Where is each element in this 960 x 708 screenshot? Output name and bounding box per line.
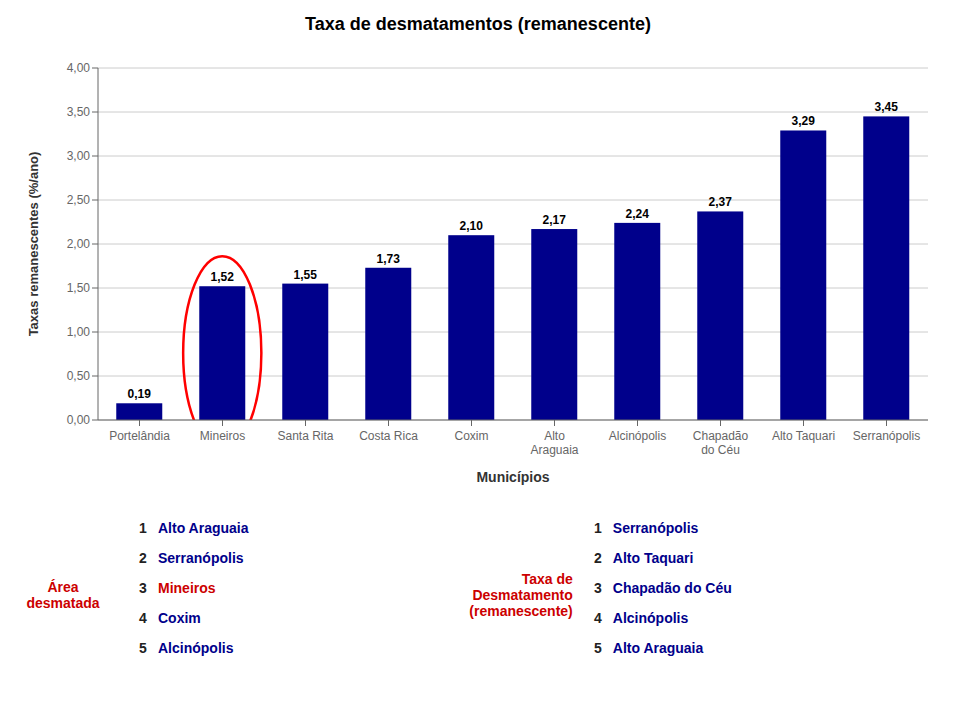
svg-text:1,52: 1,52: [211, 270, 235, 284]
html-text:Serranópolis: Serranópolis: [612, 520, 699, 536]
svg-text:0,19: 0,19: [128, 387, 152, 401]
svg-text:Portelândia: Portelândia: [109, 429, 170, 443]
html-text:1: 1: [139, 520, 147, 536]
html-text:Alto Araguaia: Alto Araguaia: [158, 520, 249, 536]
svg-text:4,00: 4,00: [67, 61, 91, 75]
svg-text:0,50: 0,50: [67, 369, 91, 383]
svg-text:1,00: 1,00: [67, 325, 91, 339]
html-text:(remanescente): (remanescente): [469, 603, 573, 619]
svg-text:1,73: 1,73: [377, 252, 401, 266]
html-text:Alto Araguaia: Alto Araguaia: [612, 640, 704, 656]
svg-text:AltoAraguaia: AltoAraguaia: [530, 429, 578, 457]
svg-text:3,00: 3,00: [67, 149, 91, 163]
svg-text:1,55: 1,55: [294, 268, 318, 282]
html-text:Mineiros: Mineiros: [158, 580, 216, 596]
html-text:5: 5: [139, 640, 147, 656]
html-text:Taxa de: Taxa de: [521, 571, 573, 587]
svg-text:1,50: 1,50: [67, 281, 91, 295]
html-text:Alto Taquari: Alto Taquari: [612, 550, 694, 566]
html-text:Taxa de desmatamentos (remanes: Taxa de desmatamentos (remanescente): [305, 14, 651, 34]
svg-text:2,10: 2,10: [460, 219, 484, 233]
html-text:Alcinópolis: Alcinópolis: [612, 610, 689, 626]
html-text:2: 2: [139, 550, 147, 566]
html-text:Coxim: Coxim: [158, 610, 201, 626]
html-text:4: 4: [139, 610, 147, 626]
html-text:Área: Área: [47, 579, 79, 595]
svg-text:Taxas remanescentes (%/ano): Taxas remanescentes (%/ano): [26, 152, 41, 337]
svg-text:Santa Rita: Santa Rita: [277, 429, 333, 443]
svg-text:Costa Rica: Costa Rica: [359, 429, 418, 443]
svg-text:2,37: 2,37: [709, 195, 733, 209]
html-text:2: 2: [593, 550, 602, 566]
svg-text:2,00: 2,00: [67, 237, 91, 251]
svg-text:Alto Taquari: Alto Taquari: [772, 429, 835, 443]
svg-text:2,50: 2,50: [67, 193, 91, 207]
html-text:3: 3: [139, 580, 147, 596]
html-text:3: 3: [593, 580, 602, 596]
svg-text:Mineiros: Mineiros: [200, 429, 245, 443]
svg-text:Serranópolis: Serranópolis: [853, 429, 920, 443]
svg-text:3,29: 3,29: [792, 114, 816, 128]
html-text:Desmatamento: Desmatamento: [472, 587, 573, 603]
html-text:desmatada: desmatada: [26, 595, 100, 611]
svg-text:3,50: 3,50: [67, 105, 91, 119]
html-text:4: 4: [593, 610, 602, 626]
html-text:1: 1: [593, 520, 602, 536]
svg-text:Alcinópolis: Alcinópolis: [609, 429, 666, 443]
svg-text:0,00: 0,00: [67, 413, 91, 427]
svg-text:Chapadãodo Céu: Chapadãodo Céu: [693, 429, 749, 457]
html-text:Serranópolis: Serranópolis: [158, 550, 244, 566]
svg-text:3,45: 3,45: [875, 100, 899, 114]
svg-text:2,24: 2,24: [626, 207, 650, 221]
html-text:Alcinópolis: Alcinópolis: [158, 640, 234, 656]
html-text:5: 5: [593, 640, 602, 656]
svg-text:Coxim: Coxim: [454, 429, 488, 443]
svg-text:2,17: 2,17: [543, 213, 567, 227]
svg-text:Municípios: Municípios: [476, 469, 549, 485]
html-text:Chapadão do Céu: Chapadão do Céu: [612, 580, 732, 596]
